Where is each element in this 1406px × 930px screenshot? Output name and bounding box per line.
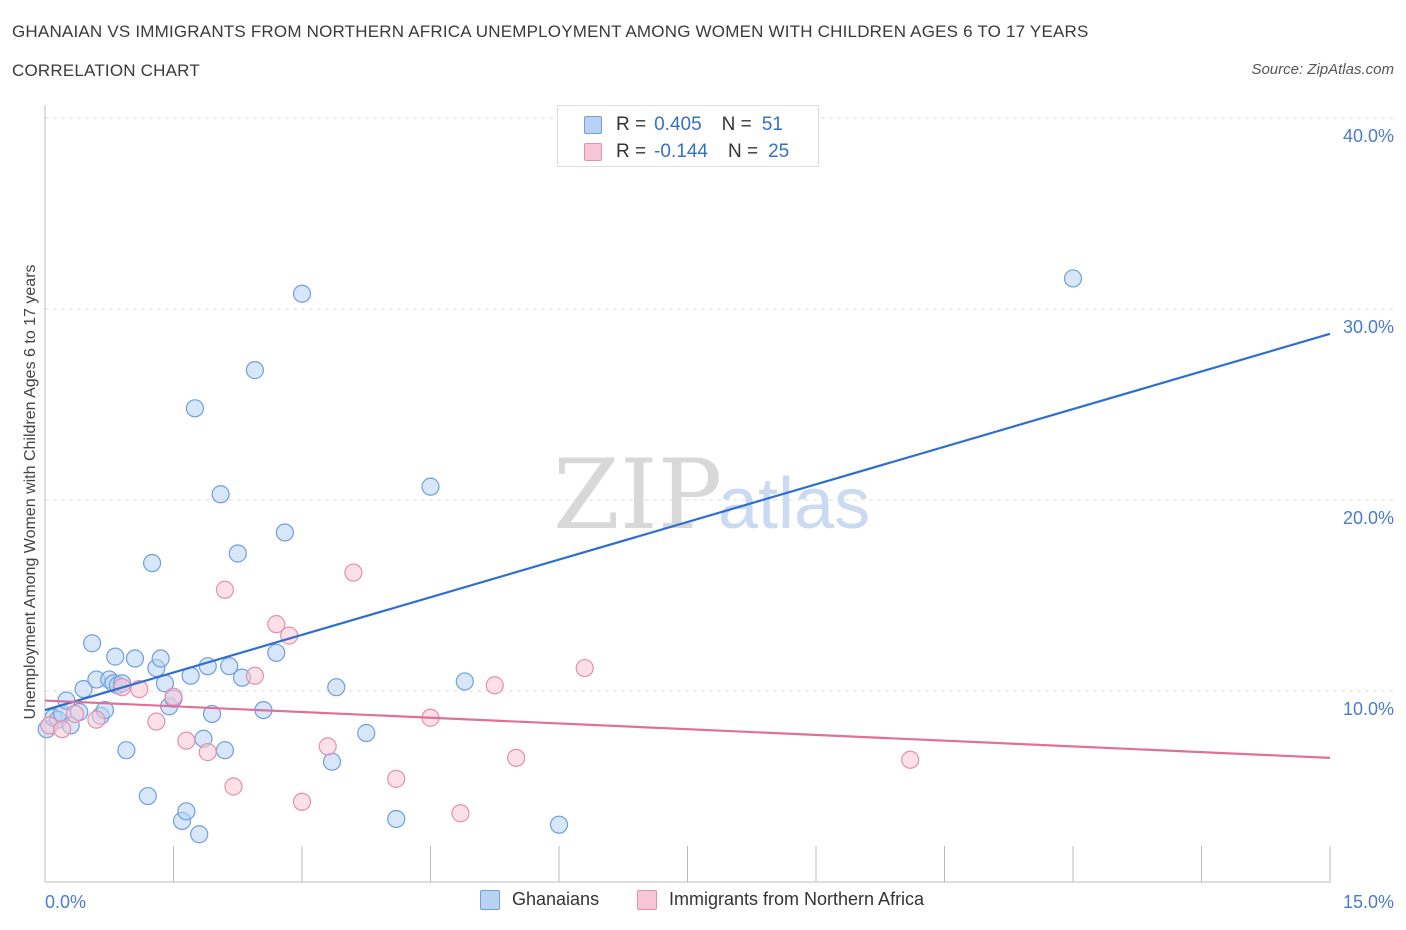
- series-legend-immigrants: Immigrants from Northern Africa: [637, 889, 924, 910]
- legend-swatch-ghanaians: [584, 116, 602, 134]
- watermark-atlas: atlas: [718, 464, 870, 544]
- immigrant-point: [87, 710, 106, 729]
- source-label: Source: ZipAtlas.com: [1251, 61, 1394, 78]
- legend-n-value: 51: [761, 114, 783, 135]
- immigrant-trend-line: [44, 699, 1331, 759]
- ghanaian-point: [275, 523, 294, 542]
- ghanaian-point: [125, 649, 145, 668]
- y-tick-label: 10.0%: [1343, 699, 1394, 719]
- axes: [44, 105, 1331, 883]
- y-tick-label: 40.0%: [1343, 126, 1394, 146]
- legend-label-immigrants: Immigrants from Northern Africa: [669, 889, 925, 909]
- x-tick-label: 15.0%: [1343, 892, 1394, 912]
- immigrant-point: [164, 687, 183, 706]
- ghanaian-point: [387, 809, 406, 829]
- ghanaian-point: [1063, 269, 1083, 288]
- immigrant-point: [198, 743, 217, 762]
- x-tick-labels: 0.0% 15.0%: [45, 892, 1394, 912]
- trend-lines: [44, 332, 1331, 759]
- immigrant-point: [147, 712, 166, 731]
- ghanaian-point: [190, 825, 209, 844]
- ghanaian-point: [549, 815, 569, 834]
- legend-r-value: -0.144: [654, 141, 708, 162]
- legend-n-label: N =: [721, 114, 752, 135]
- ghanaian-point: [185, 399, 205, 418]
- legend-n-label: N =: [727, 141, 759, 162]
- data-points: [37, 269, 1083, 844]
- ghanaian-point: [220, 657, 239, 676]
- ghanaian-point: [211, 485, 230, 504]
- ghanaian-point: [215, 741, 234, 760]
- legend-swatch-immigrants: [584, 143, 602, 161]
- gridlines: [45, 117, 1394, 692]
- ghanaian-point: [327, 678, 346, 697]
- legend-r-label: R =: [616, 114, 647, 135]
- immigrant-point: [53, 720, 72, 739]
- immigrant-point: [245, 666, 264, 685]
- immigrant-point: [292, 792, 312, 811]
- immigrant-point: [575, 658, 594, 678]
- ghanaian-point: [421, 477, 440, 496]
- ghanaian-point: [74, 679, 93, 699]
- series-legend-ghanaians: Ghanaians: [480, 889, 599, 910]
- x-tick-label: 0.0%: [45, 892, 86, 912]
- legend-row-immigrants: R = -0.144 N = 25: [584, 140, 789, 164]
- immigrant-point: [318, 737, 337, 756]
- ghanaian-point: [142, 553, 162, 573]
- ghanaian-point: [106, 647, 125, 666]
- immigrant-point: [485, 676, 504, 695]
- ghanaian-point: [177, 802, 196, 821]
- immigrant-point: [280, 626, 299, 645]
- legend-n-value: 25: [768, 141, 790, 162]
- immigrant-point: [344, 563, 363, 582]
- ghanaian-point: [117, 741, 136, 760]
- chart-title: GHANAIAN VS IMMIGRANTS FROM NORTHERN AFR…: [12, 22, 1089, 41]
- immigrant-point: [901, 750, 920, 769]
- immigrant-point: [387, 769, 406, 788]
- legend-r-value: 0.405: [654, 114, 702, 135]
- y-tick-labels: 10.0% 20.0% 30.0% 40.0%: [1343, 126, 1394, 719]
- y-tick-label: 30.0%: [1343, 317, 1394, 337]
- immigrant-point: [65, 704, 85, 724]
- immigrant-point: [507, 748, 526, 767]
- ghanaian-point: [357, 723, 376, 743]
- chart-subtitle: CORRELATION CHART: [12, 61, 200, 80]
- immigrant-point: [224, 777, 243, 796]
- y-axis-label: Unemployment Among Women with Children A…: [22, 264, 39, 719]
- y-tick-label: 20.0%: [1343, 508, 1394, 528]
- immigrant-point: [177, 731, 196, 750]
- ghanaian-point: [455, 672, 474, 691]
- ghanaian-point: [138, 786, 157, 806]
- ghanaian-point: [228, 544, 247, 563]
- ghanaian-point: [292, 284, 312, 303]
- ghanaian-point: [267, 643, 286, 662]
- legend-label-ghanaians: Ghanaians: [512, 889, 600, 909]
- ghanaian-point: [202, 704, 222, 724]
- legend-r-label: R =: [616, 141, 647, 162]
- legend-row-ghanaians: R = 0.405 N = 51: [584, 113, 783, 137]
- legend-swatch-immigrants: [637, 889, 657, 910]
- ghanaian-trend-line: [44, 332, 1331, 712]
- immigrant-point: [267, 615, 286, 634]
- ghanaian-point: [322, 752, 342, 771]
- watermark-zip: ZIP: [553, 439, 722, 551]
- immigrant-point: [215, 580, 234, 599]
- ghanaian-point: [83, 634, 102, 653]
- ghanaian-point: [245, 361, 264, 380]
- legend-swatch-ghanaians: [480, 889, 500, 910]
- immigrant-point: [451, 804, 470, 823]
- ghanaian-point: [151, 649, 170, 668]
- correlation-legend: R = 0.405 N = 51 R = -0.144 N = 25: [557, 105, 819, 167]
